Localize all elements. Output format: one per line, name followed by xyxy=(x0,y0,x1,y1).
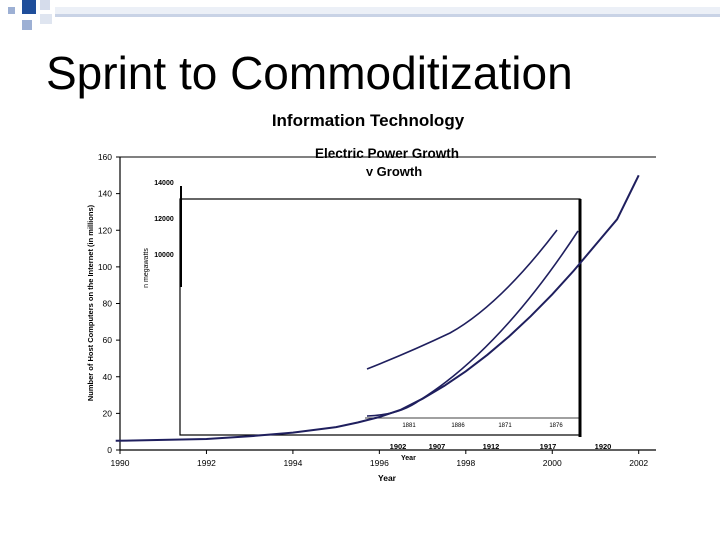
overlay-back-x-tick-label: 1920 xyxy=(595,442,612,451)
overlay-back-title: y Growth xyxy=(366,164,422,179)
overlay-back-x-tick-label: 1917 xyxy=(540,442,557,451)
x-tick-label: 1996 xyxy=(370,458,389,468)
title-decoration xyxy=(8,0,720,30)
overlay-back-x-tick-label: 1907 xyxy=(429,442,446,451)
y-tick-label: 40 xyxy=(103,372,113,382)
overlay-mid-y-tick-label: 14000 xyxy=(154,180,174,187)
x-tick-label: 1990 xyxy=(111,458,130,468)
x-tick-label: 1998 xyxy=(456,458,475,468)
x-tick-label: 1994 xyxy=(283,458,302,468)
overlay-back-x-tick-label: 1902 xyxy=(390,442,407,451)
y-tick-label: 100 xyxy=(98,262,112,272)
overlay-mid-x-tick-label: 1871 xyxy=(498,423,512,429)
overlay-mid-y-tick-label: 10000 xyxy=(154,252,174,259)
y-tick-label: 120 xyxy=(98,225,112,235)
y-tick-label: 160 xyxy=(98,152,112,162)
series-line xyxy=(115,174,640,442)
overlay-back-x-axis-title: Year xyxy=(401,455,416,462)
overlay-mid-top-strip xyxy=(181,176,581,189)
overlay-mid-x-tick-label: 1881 xyxy=(402,423,416,429)
overlay-back-x-tick-label: 1912 xyxy=(483,442,500,451)
x-tick-label: 2002 xyxy=(629,458,648,468)
y-tick-label: 140 xyxy=(98,189,112,199)
chart-title: Information Technology xyxy=(272,111,465,130)
y-tick-label: 60 xyxy=(103,335,113,345)
overlay-mid-y-tick-label: 12000 xyxy=(154,216,174,223)
overlay-mid-title: Electric Power Growth xyxy=(315,146,459,161)
overlay-mid-curve xyxy=(366,229,558,370)
overlay-mid-y-axis-title: n megawatts xyxy=(143,248,150,288)
overlay-mid-x-tick-label: 1876 xyxy=(549,423,563,429)
overlay-back-frame xyxy=(179,198,581,436)
overlay-mid-x-tick-label: 1886 xyxy=(451,423,465,429)
x-tick-label: 1992 xyxy=(197,458,216,468)
x-axis-title: Year xyxy=(378,473,397,483)
y-tick-label: 20 xyxy=(103,408,113,418)
y-axis-title: Number of Host Computers on the Internet… xyxy=(86,204,95,401)
slide-title: Sprint to Commoditization xyxy=(46,47,573,99)
x-tick-label: 2000 xyxy=(543,458,562,468)
y-tick-label: 0 xyxy=(107,445,112,455)
y-tick-label: 80 xyxy=(103,299,113,309)
